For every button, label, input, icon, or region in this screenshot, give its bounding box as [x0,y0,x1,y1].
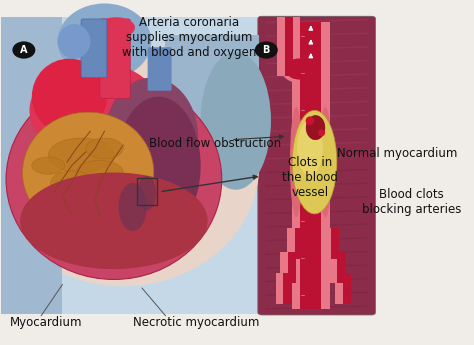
Ellipse shape [6,79,222,279]
Ellipse shape [118,183,147,231]
Ellipse shape [86,138,123,159]
Ellipse shape [201,52,271,190]
Ellipse shape [32,157,64,174]
Ellipse shape [281,55,316,83]
Ellipse shape [98,17,135,38]
FancyBboxPatch shape [329,252,337,283]
FancyBboxPatch shape [283,273,292,304]
Ellipse shape [58,24,91,59]
Ellipse shape [51,171,93,195]
FancyBboxPatch shape [288,252,296,283]
Ellipse shape [32,59,107,135]
Text: Arteria coronaria
supplies myocardium
with blood and oxygen: Arteria coronaria supplies myocardium wi… [122,16,256,59]
Text: Necrotic myocardium: Necrotic myocardium [133,316,259,329]
Ellipse shape [137,176,156,210]
FancyBboxPatch shape [276,273,283,304]
Ellipse shape [290,107,302,217]
Ellipse shape [297,121,323,176]
Ellipse shape [0,45,259,286]
Text: Clots in
the blood
vessel: Clots in the blood vessel [282,156,338,199]
FancyBboxPatch shape [1,17,262,314]
FancyBboxPatch shape [323,228,330,259]
Text: A: A [20,45,27,55]
FancyBboxPatch shape [301,22,321,309]
FancyBboxPatch shape [1,17,62,314]
Ellipse shape [44,190,81,210]
FancyBboxPatch shape [321,22,329,309]
Ellipse shape [22,112,154,233]
Text: Normal myocardium: Normal myocardium [337,147,458,160]
Text: Myocardium: Myocardium [9,316,82,329]
FancyBboxPatch shape [284,17,293,76]
Ellipse shape [292,110,337,214]
Text: B: B [263,45,270,55]
Ellipse shape [306,116,325,140]
Text: Blood clots
blocking arteries: Blood clots blocking arteries [362,188,461,216]
FancyBboxPatch shape [335,273,343,304]
Text: Blood flow obstruction: Blood flow obstruction [149,137,281,150]
Circle shape [255,42,277,58]
FancyBboxPatch shape [258,16,375,315]
Ellipse shape [104,78,198,198]
FancyBboxPatch shape [1,17,262,314]
FancyBboxPatch shape [292,22,301,309]
Ellipse shape [48,138,114,172]
FancyBboxPatch shape [277,17,284,76]
FancyBboxPatch shape [81,19,107,78]
FancyBboxPatch shape [295,228,303,259]
Ellipse shape [318,129,325,136]
FancyBboxPatch shape [287,228,295,259]
Circle shape [13,42,35,58]
Bar [137,178,157,205]
FancyBboxPatch shape [100,19,130,98]
FancyBboxPatch shape [165,34,259,138]
Ellipse shape [76,160,123,185]
FancyBboxPatch shape [337,252,346,283]
FancyBboxPatch shape [147,47,172,91]
Ellipse shape [116,97,201,235]
FancyBboxPatch shape [293,17,301,76]
Ellipse shape [58,3,151,79]
Ellipse shape [306,117,314,125]
Ellipse shape [29,62,161,159]
Ellipse shape [20,172,208,269]
FancyBboxPatch shape [330,228,339,259]
FancyBboxPatch shape [343,273,351,304]
Ellipse shape [286,59,311,79]
Ellipse shape [67,185,123,209]
FancyBboxPatch shape [280,252,288,283]
Ellipse shape [319,107,332,217]
Ellipse shape [286,59,311,79]
